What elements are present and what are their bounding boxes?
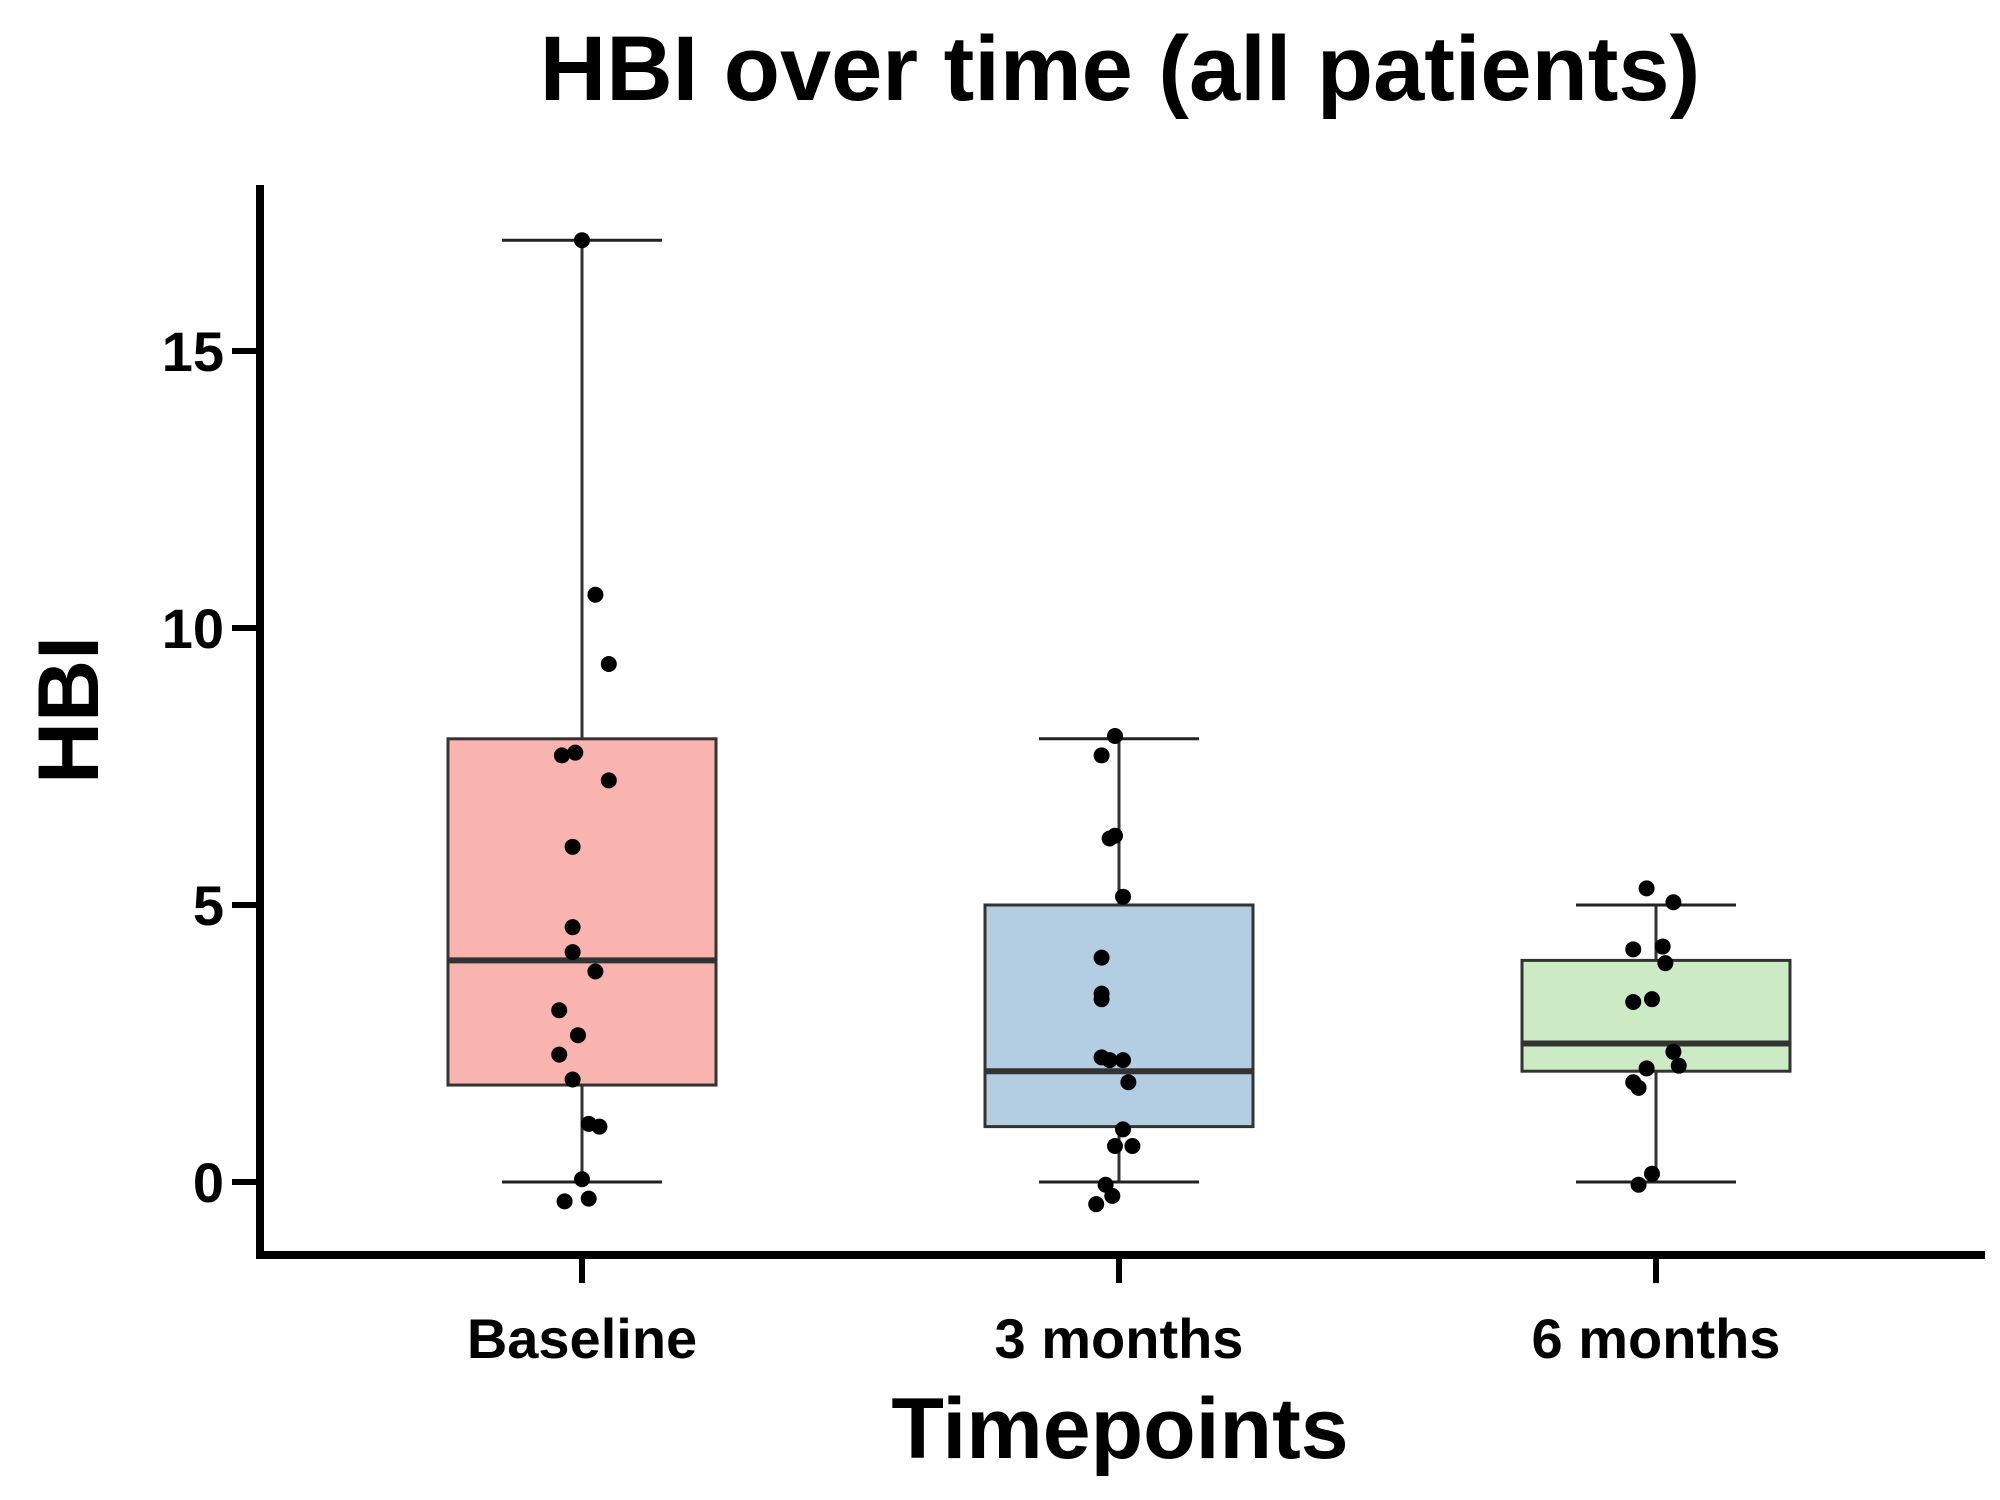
data-point — [1625, 941, 1642, 958]
box-body — [1520, 958, 1792, 1073]
data-point — [1115, 888, 1132, 905]
data-point — [1115, 1121, 1132, 1138]
data-point — [556, 1193, 573, 1210]
data-point — [1670, 1057, 1687, 1074]
data-point — [1106, 728, 1123, 745]
data-point — [1625, 993, 1642, 1010]
data-point — [564, 838, 581, 855]
data-point — [551, 1046, 568, 1063]
data-point — [1124, 1137, 1141, 1154]
data-point — [587, 963, 604, 980]
data-point — [564, 944, 581, 961]
data-point — [553, 747, 570, 764]
data-point — [1093, 949, 1110, 966]
data-point — [1120, 1074, 1137, 1091]
data-point — [1088, 1196, 1105, 1213]
data-point — [1638, 880, 1655, 897]
data-point — [567, 744, 584, 761]
data-point — [1630, 1079, 1647, 1096]
data-point — [1654, 938, 1671, 955]
data-point — [551, 1002, 568, 1019]
chart-title: HBI over time (all patients) — [540, 18, 1700, 120]
x-tick-label: Baseline — [467, 1307, 697, 1370]
data-point — [600, 656, 617, 673]
data-point — [1093, 747, 1110, 764]
data-point — [564, 919, 581, 936]
data-point — [1643, 1165, 1660, 1182]
y-tick-label: 5 — [193, 874, 224, 937]
data-point — [1665, 894, 1682, 911]
data-point — [591, 1118, 608, 1135]
data-point — [1093, 991, 1110, 1008]
plot-area: 0 5 10 15 Baseline 3 months 6 months — [162, 185, 1985, 1370]
data-point — [1101, 1052, 1118, 1069]
data-point — [1643, 991, 1660, 1008]
box-body — [446, 737, 718, 1087]
data-point — [1115, 1052, 1132, 1069]
data-point — [580, 1190, 597, 1207]
x-tick-label: 3 months — [995, 1307, 1244, 1370]
data-point — [1665, 1043, 1682, 1060]
data-point — [1638, 1060, 1655, 1077]
data-point — [564, 1071, 581, 1088]
data-point — [600, 772, 617, 789]
y-tick-label: 10 — [162, 597, 224, 660]
data-point — [574, 232, 590, 249]
y-tick-label: 0 — [193, 1151, 224, 1214]
data-point — [587, 586, 604, 603]
data-point — [1104, 1187, 1121, 1204]
data-point — [1106, 827, 1123, 844]
data-point — [1630, 1176, 1647, 1193]
y-axis-title: HBI — [21, 636, 117, 784]
data-point — [574, 1171, 590, 1188]
data-point — [569, 1027, 586, 1044]
data-point — [1657, 955, 1674, 972]
y-tick-label: 15 — [162, 320, 224, 383]
x-axis-title: Timepoints — [891, 1381, 1348, 1477]
data-point — [1106, 1137, 1123, 1154]
x-tick-label: 6 months — [1532, 1307, 1781, 1370]
box-body — [983, 903, 1255, 1129]
